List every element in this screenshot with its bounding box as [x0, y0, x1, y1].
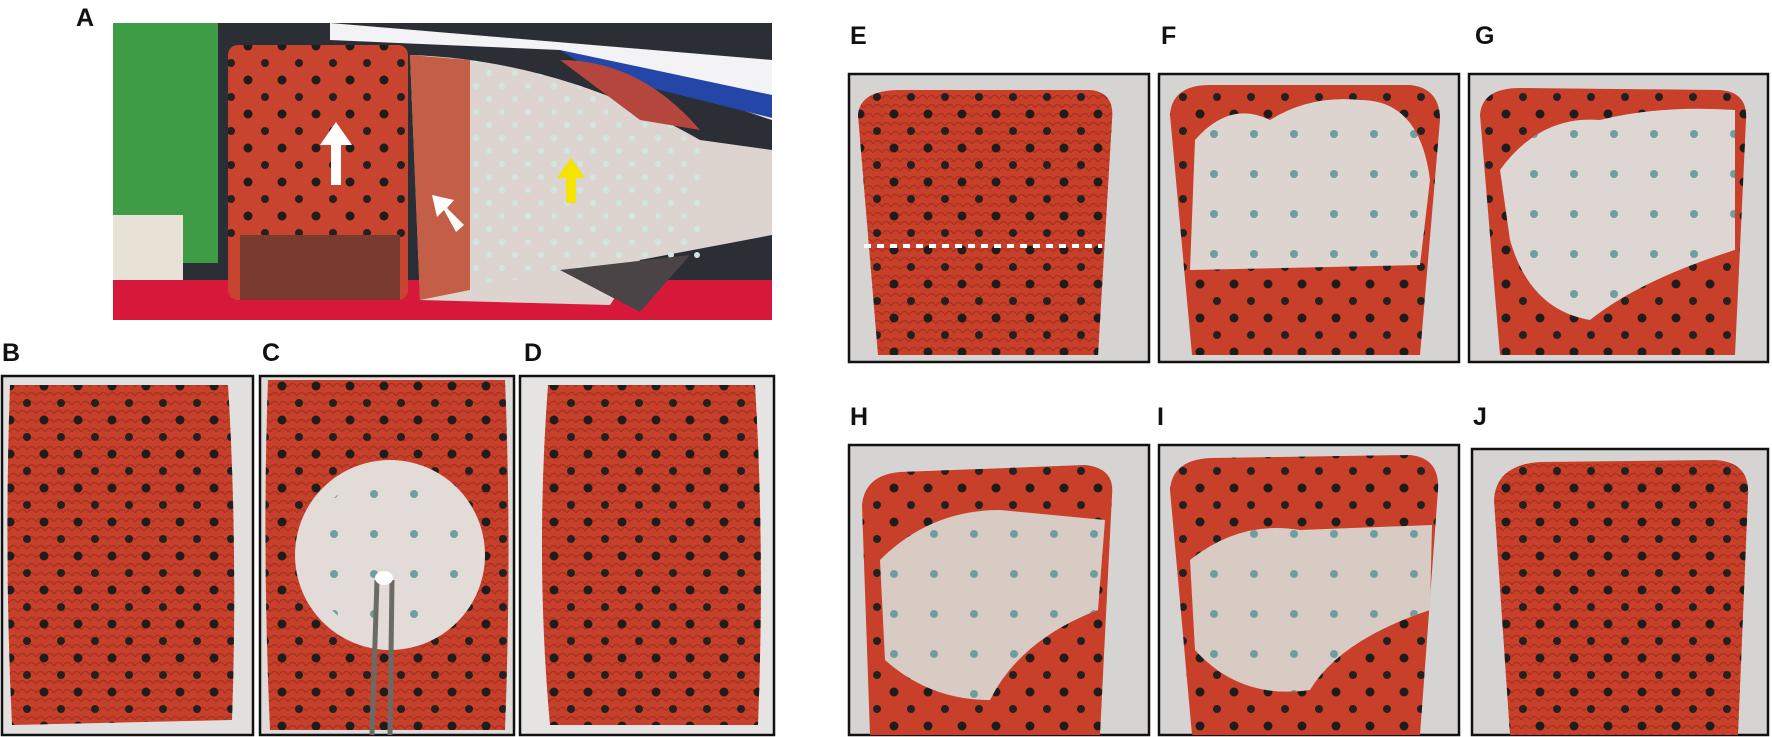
panel-b: B — [0, 339, 255, 737]
panel-label: D — [524, 339, 542, 367]
panel-c: C — [258, 339, 516, 737]
panel-d: D — [518, 339, 776, 737]
panel-label: B — [2, 339, 20, 367]
panel-h: H — [847, 403, 1151, 737]
panel-a: A — [76, 4, 772, 320]
panel-label: J — [1473, 403, 1487, 431]
panel-i: I — [1157, 403, 1461, 737]
panel-label: E — [850, 22, 867, 50]
panel-f: F — [1157, 22, 1461, 364]
panel-label: H — [850, 403, 868, 431]
panel-j: J — [1470, 403, 1770, 737]
panel-e: E — [847, 22, 1151, 364]
panel-label: F — [1161, 22, 1176, 50]
panel-label: C — [262, 339, 280, 367]
panel-label: G — [1475, 22, 1494, 50]
panel-label: A — [76, 4, 94, 32]
panel-label: I — [1157, 403, 1164, 431]
panel-g: G — [1467, 22, 1770, 364]
